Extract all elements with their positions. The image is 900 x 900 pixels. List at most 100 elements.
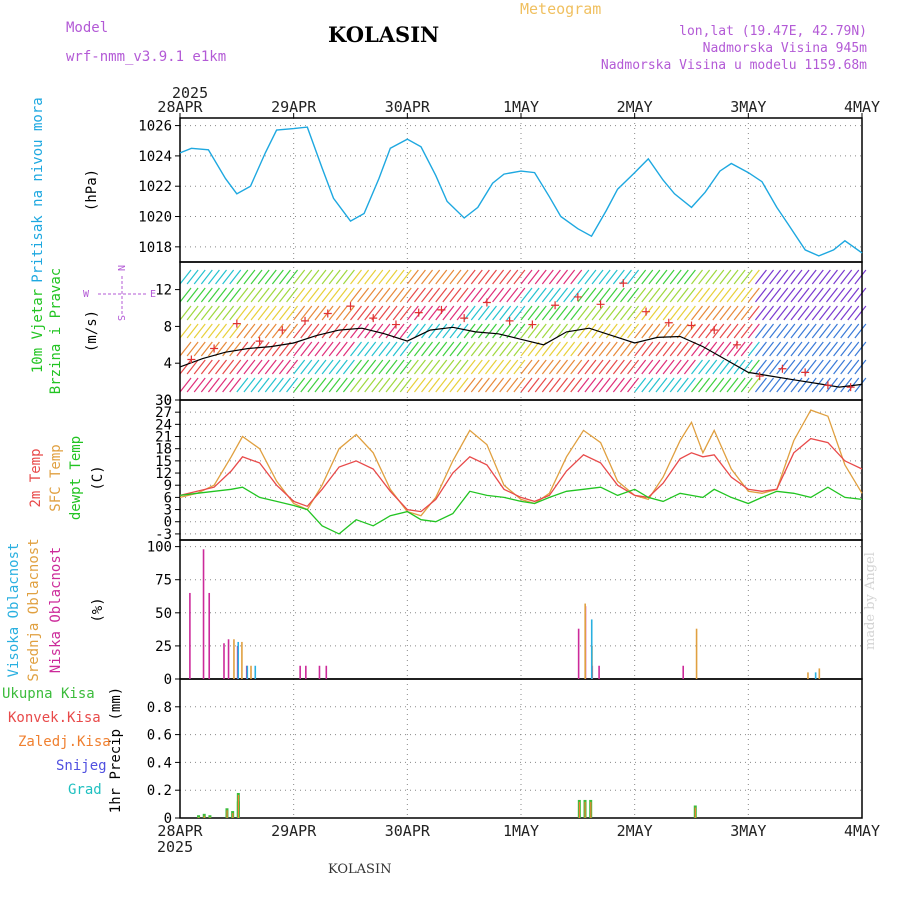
wind-barb — [236, 377, 249, 393]
wind-barb — [264, 305, 277, 321]
wind-barb — [350, 305, 362, 321]
wind-barb — [726, 377, 739, 393]
wind-barb — [527, 359, 540, 375]
wind-barb — [826, 287, 838, 303]
wind-barb — [747, 269, 760, 285]
wind-barb — [733, 377, 746, 393]
wind-barb — [243, 305, 256, 321]
wind-barb — [683, 269, 696, 285]
wind-barb — [591, 305, 604, 321]
wind-barb — [669, 341, 682, 357]
precip-bar-frozen — [232, 813, 234, 818]
x-tick-label-top: 29APR — [271, 98, 317, 116]
wind-barb — [378, 305, 391, 321]
gust-marker — [369, 314, 378, 323]
temp-2m-line — [179, 437, 863, 513]
gust-marker — [710, 326, 719, 335]
wind-barb — [193, 377, 206, 393]
wind-barb — [605, 287, 618, 303]
wind-barb — [826, 377, 838, 393]
wind-barb — [421, 359, 434, 375]
wind-barb — [754, 287, 767, 303]
gust-marker — [301, 316, 310, 325]
wind-barb — [378, 269, 391, 285]
wind-barb — [307, 341, 320, 357]
wind-barb — [811, 287, 824, 303]
wind-barb — [520, 269, 533, 285]
wind-barb — [804, 305, 817, 321]
lonlat-label: lon,lat (19.47E, 42.79N) — [679, 24, 867, 39]
wind-barb — [470, 341, 483, 357]
wind-barb — [691, 305, 703, 321]
dewpt-line — [179, 486, 863, 535]
wind-barb — [321, 377, 334, 393]
precip-bar-frozen — [584, 801, 586, 818]
wind-barb — [584, 287, 597, 303]
wind-barb — [364, 305, 377, 321]
wind-barb — [357, 341, 370, 357]
wind-barb — [200, 323, 213, 339]
wind-barb — [612, 287, 625, 303]
wind-barb — [193, 305, 206, 321]
wind-barb — [435, 323, 448, 339]
wind-barb — [470, 305, 483, 321]
wind-barb — [293, 377, 306, 393]
wind-barb — [286, 359, 299, 375]
wind-barb — [264, 341, 277, 357]
wind-barb — [179, 305, 192, 321]
wind-barb — [577, 269, 590, 285]
wind-barb — [485, 305, 497, 321]
gust-marker — [642, 307, 651, 316]
wind-barb — [648, 287, 661, 303]
wind-barb — [371, 323, 384, 339]
wind-barb — [449, 305, 462, 321]
wind-barb — [193, 287, 206, 303]
wind-barb — [278, 305, 291, 321]
wind-barb — [811, 341, 824, 357]
cloud-axis-unit: (%) — [90, 597, 106, 622]
compass-north: N — [115, 265, 126, 271]
wind-barb — [470, 287, 483, 303]
wind-barb — [605, 377, 618, 393]
wind-barb — [406, 341, 419, 357]
pressure-axis-unit: (hPa) — [84, 169, 100, 211]
wind-barb — [193, 323, 206, 339]
wind-barb — [854, 287, 867, 303]
wind-barb — [556, 377, 568, 393]
wind-barb — [328, 287, 341, 303]
wind-barb — [541, 359, 554, 375]
wind-barb — [840, 341, 853, 357]
wind-barb — [783, 269, 796, 285]
wind-barb — [364, 359, 377, 375]
wind-barb — [762, 377, 775, 393]
wind-barb — [350, 377, 362, 393]
wind-barb — [293, 323, 306, 339]
wind-barb — [698, 359, 711, 375]
wind-barb — [428, 323, 441, 339]
wind-barb — [271, 323, 284, 339]
wind-barb — [342, 323, 355, 339]
wind-barb — [350, 269, 362, 285]
wind-barb — [350, 341, 362, 357]
x-tick-label-top: 1MAY — [503, 98, 539, 116]
wind-barb — [492, 377, 505, 393]
gust-marker — [778, 364, 787, 373]
wind-barb — [222, 341, 235, 357]
wind-barb — [357, 323, 370, 339]
wind-barb — [264, 377, 277, 393]
wind-barb — [840, 287, 853, 303]
wind-barb — [655, 323, 668, 339]
wind-barb — [676, 305, 689, 321]
wind-barb — [399, 341, 412, 357]
wind-barb — [691, 323, 703, 339]
wind-barb — [335, 305, 348, 321]
wind-barb — [215, 323, 227, 339]
y-tick-label: 75 — [155, 573, 172, 589]
footer-station: KOLASIN — [328, 862, 392, 877]
wind-barb — [747, 377, 760, 393]
wind-barb — [456, 377, 469, 393]
wind-barb — [669, 377, 682, 393]
wind-barb — [570, 359, 583, 375]
wind-barb — [705, 341, 718, 357]
wind-barb — [229, 269, 242, 285]
